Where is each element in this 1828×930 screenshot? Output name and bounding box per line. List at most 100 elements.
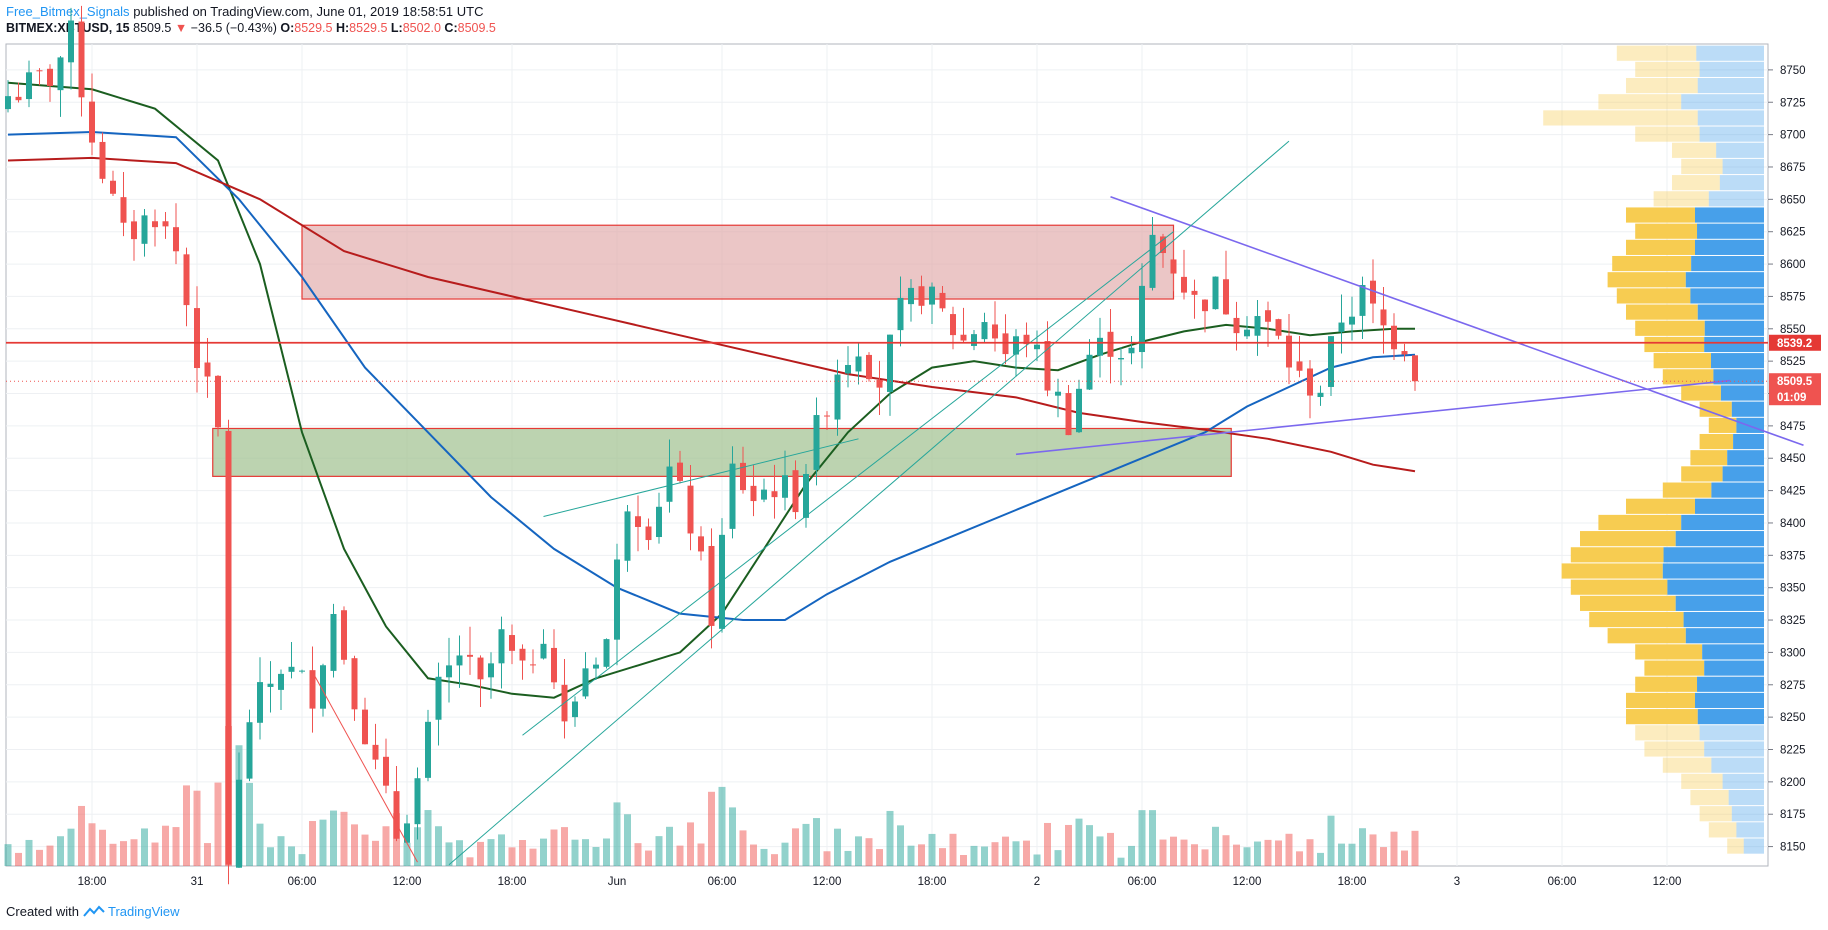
candle <box>1055 378 1061 418</box>
candle <box>960 307 967 344</box>
candle-body <box>635 516 641 527</box>
volume-bar <box>1264 839 1272 866</box>
volume-bar <box>1233 844 1240 866</box>
candle <box>1328 336 1334 396</box>
candle-body <box>792 470 799 513</box>
x-tick-label: 06:00 <box>708 876 737 888</box>
volume-bar <box>1212 826 1219 866</box>
volume-profile-sell-bar <box>1570 579 1668 595</box>
tradingview-brand[interactable]: TradingView <box>108 904 180 919</box>
volume-bar <box>130 839 138 866</box>
candle <box>677 450 683 484</box>
candle <box>68 7 74 90</box>
volume-bar <box>424 810 432 866</box>
bar-countdown-label: 01:09 <box>1777 392 1806 404</box>
publish-line: Free_Bitmex_Signals published on Trading… <box>6 4 496 19</box>
candle-body <box>971 334 977 346</box>
volume-bar <box>361 834 369 866</box>
candle-body <box>1055 391 1061 396</box>
price-chart[interactable]: 8150 8175 8200 8225 8250 8275 8300 8325 8350 8375… <box>0 0 1828 900</box>
volume-profile-sell-bar <box>1653 353 1712 369</box>
candle <box>488 652 494 699</box>
volume-bar <box>1075 818 1083 866</box>
candle-body <box>1076 388 1082 433</box>
y-tick-label: 8150 <box>1780 842 1806 854</box>
candle <box>792 460 799 520</box>
volume-bar <box>991 842 999 866</box>
candle-body <box>1223 279 1229 315</box>
y-tick-label: 8725 <box>1780 97 1806 109</box>
candle <box>530 649 536 674</box>
current-price-badge <box>1769 373 1821 406</box>
candle <box>467 626 473 675</box>
x-tick-label: 12:00 <box>393 876 422 888</box>
volume-bar <box>498 834 505 866</box>
candle-body <box>1139 285 1145 353</box>
symbol-label[interactable]: BITMEX:XBTUSD, 15 <box>6 21 130 35</box>
volume-bar <box>1002 836 1009 866</box>
volume-profile-buy-bar <box>1662 563 1764 579</box>
candle <box>750 464 757 517</box>
candle <box>656 492 662 544</box>
candle <box>866 352 872 382</box>
candle-body <box>320 665 326 709</box>
volume-bar <box>529 848 537 866</box>
volume-bar <box>750 844 757 866</box>
candle-body <box>351 658 358 710</box>
y-tick-label: 8300 <box>1780 647 1806 659</box>
volume-bar <box>204 843 211 866</box>
volume-profile-sell-bar <box>1607 628 1686 644</box>
candle-body <box>908 287 914 305</box>
candle-body <box>225 430 232 865</box>
footer: Created with TradingView <box>6 904 180 919</box>
x-tick-label: 06:00 <box>1548 876 1577 888</box>
channel-line-3 <box>543 438 859 517</box>
high-value: 8529.5 <box>349 21 388 35</box>
candle-body <box>666 466 673 502</box>
volume-bar <box>781 842 789 866</box>
candle <box>666 439 673 513</box>
tradingview-logo-icon[interactable] <box>82 905 105 917</box>
y-tick-label: 8525 <box>1780 356 1806 368</box>
candle-body <box>509 635 515 651</box>
volume-bar <box>1285 833 1293 866</box>
volume-bar <box>1023 840 1030 866</box>
candle <box>929 282 935 324</box>
volume-profile-buy-bar <box>1690 288 1764 304</box>
volume-bar <box>1117 857 1125 866</box>
volume-profile-sell-bar <box>1626 498 1695 514</box>
candle <box>1181 249 1187 300</box>
candle-body <box>477 657 484 680</box>
volume-profile-buy-bar <box>1695 207 1764 223</box>
candle <box>1118 347 1124 386</box>
candle <box>1275 318 1282 340</box>
candle-body <box>383 756 389 786</box>
candle-body <box>1160 236 1166 254</box>
volume-bar <box>1138 810 1146 866</box>
author-link[interactable]: Free_Bitmex_Signals <box>6 4 130 19</box>
candle <box>1244 316 1250 339</box>
candle <box>1202 299 1208 333</box>
volume-profile-sell-bar <box>1626 709 1698 725</box>
candle-body <box>1328 336 1334 387</box>
candle-body <box>435 676 442 720</box>
volume-profile-sell-bar <box>1708 417 1737 433</box>
volume-bar <box>666 826 673 866</box>
candle <box>1338 294 1345 354</box>
candle <box>855 342 862 385</box>
volume-bar <box>1306 839 1314 866</box>
candle-body <box>372 744 379 760</box>
y-tick-label: 8175 <box>1780 809 1806 821</box>
candle <box>876 360 883 415</box>
volume-bar <box>624 814 631 866</box>
candle <box>435 662 442 746</box>
candle <box>540 629 547 660</box>
volume-profile-sell-bar <box>1635 725 1700 741</box>
candle <box>194 286 200 393</box>
volume-profile-sell-bar <box>1662 482 1712 498</box>
volume-bar <box>855 836 862 866</box>
candle-body <box>404 823 410 843</box>
volume-bar <box>57 836 64 866</box>
volume-profile-buy-bar <box>1711 757 1764 773</box>
volume-profile-sell-bar <box>1616 45 1697 61</box>
